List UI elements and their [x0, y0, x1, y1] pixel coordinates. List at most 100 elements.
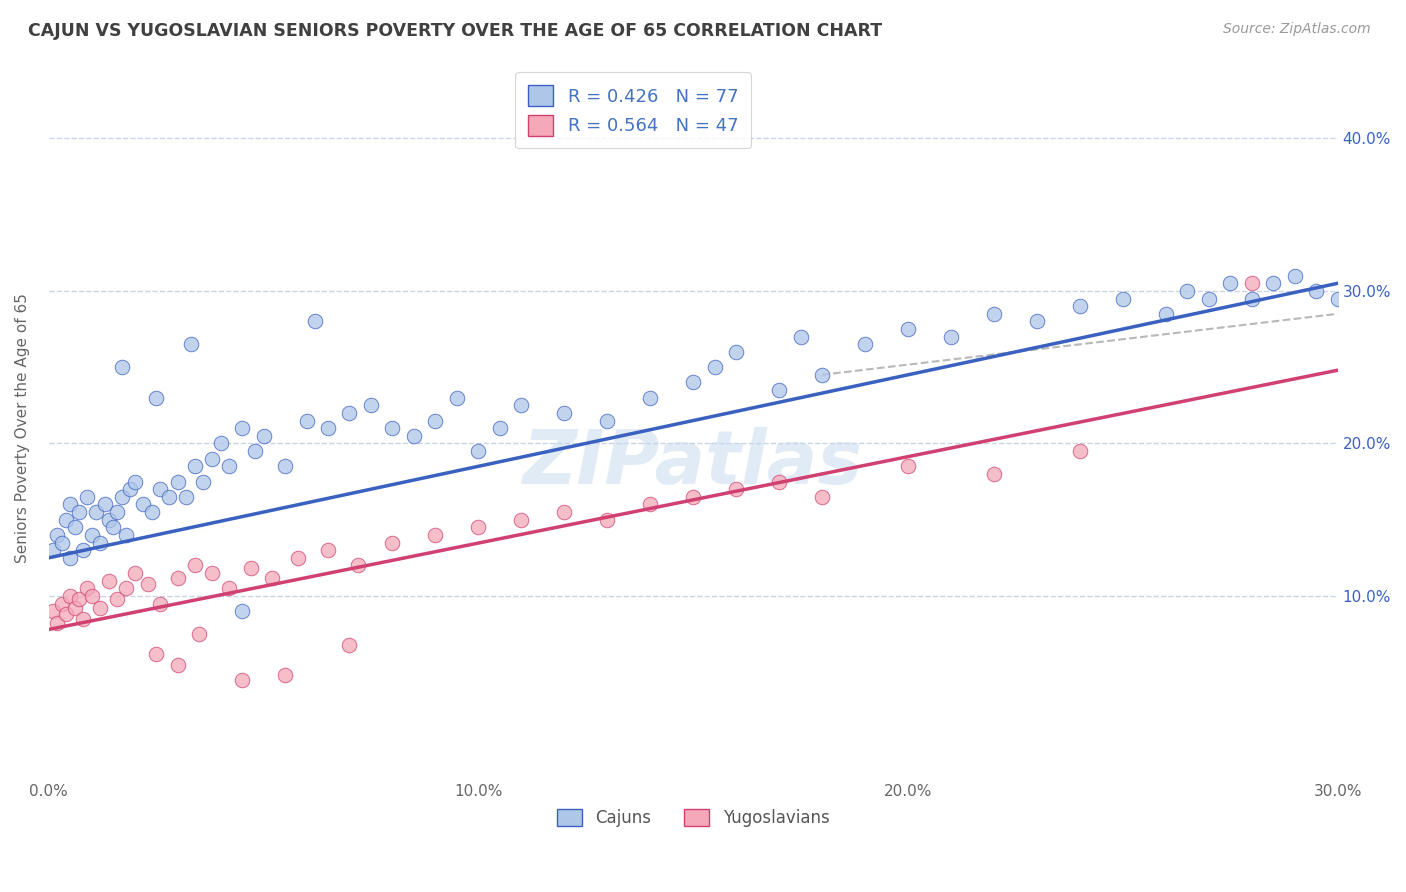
Point	[510, 398, 533, 412]
Point	[983, 467, 1005, 481]
Point	[425, 413, 447, 427]
Point	[467, 444, 489, 458]
Point	[347, 558, 370, 573]
Point	[510, 513, 533, 527]
Point	[111, 360, 134, 375]
Point	[853, 337, 876, 351]
Point	[84, 505, 107, 519]
Point	[218, 459, 240, 474]
Text: ZIPatlas: ZIPatlas	[523, 426, 863, 500]
Point	[51, 597, 73, 611]
Point	[80, 528, 103, 542]
Point	[1240, 277, 1263, 291]
Point	[287, 550, 309, 565]
Point	[304, 314, 326, 328]
Point	[55, 607, 77, 622]
Point	[789, 329, 811, 343]
Point	[72, 612, 94, 626]
Point	[107, 591, 129, 606]
Point	[145, 647, 167, 661]
Point	[811, 368, 834, 382]
Point	[703, 360, 725, 375]
Point	[120, 482, 142, 496]
Point	[1112, 292, 1135, 306]
Point	[76, 490, 98, 504]
Point	[682, 376, 704, 390]
Point	[467, 520, 489, 534]
Point	[103, 520, 125, 534]
Point	[89, 535, 111, 549]
Point	[596, 413, 619, 427]
Point	[725, 345, 748, 359]
Point	[80, 589, 103, 603]
Point	[682, 490, 704, 504]
Point	[939, 329, 962, 343]
Point	[231, 421, 253, 435]
Point	[231, 673, 253, 687]
Point	[768, 383, 790, 397]
Point	[489, 421, 512, 435]
Point	[107, 505, 129, 519]
Text: Source: ZipAtlas.com: Source: ZipAtlas.com	[1223, 22, 1371, 37]
Point	[51, 535, 73, 549]
Point	[115, 582, 138, 596]
Point	[1240, 292, 1263, 306]
Point	[97, 574, 120, 588]
Point	[1069, 444, 1091, 458]
Point	[243, 444, 266, 458]
Point	[124, 475, 146, 489]
Point	[180, 337, 202, 351]
Point	[184, 459, 207, 474]
Text: CAJUN VS YUGOSLAVIAN SENIORS POVERTY OVER THE AGE OF 65 CORRELATION CHART: CAJUN VS YUGOSLAVIAN SENIORS POVERTY OVE…	[28, 22, 882, 40]
Point	[231, 604, 253, 618]
Point	[209, 436, 232, 450]
Point	[339, 406, 361, 420]
Point	[381, 535, 404, 549]
Point	[1154, 307, 1177, 321]
Point	[46, 616, 69, 631]
Point	[166, 475, 188, 489]
Point	[638, 498, 661, 512]
Point	[1069, 299, 1091, 313]
Point	[1305, 284, 1327, 298]
Point	[157, 490, 180, 504]
Point	[295, 413, 318, 427]
Point	[983, 307, 1005, 321]
Point	[63, 520, 86, 534]
Point	[201, 566, 224, 580]
Point	[89, 601, 111, 615]
Point	[218, 582, 240, 596]
Point	[553, 505, 575, 519]
Point	[768, 475, 790, 489]
Point	[1175, 284, 1198, 298]
Point	[188, 627, 211, 641]
Point	[553, 406, 575, 420]
Point	[63, 601, 86, 615]
Point	[72, 543, 94, 558]
Point	[42, 604, 65, 618]
Point	[59, 498, 82, 512]
Point	[1263, 277, 1285, 291]
Point	[360, 398, 382, 412]
Legend: Cajuns, Yugoslavians: Cajuns, Yugoslavians	[550, 802, 837, 834]
Point	[42, 543, 65, 558]
Point	[93, 498, 115, 512]
Point	[201, 451, 224, 466]
Point	[67, 505, 90, 519]
Point	[897, 322, 920, 336]
Point	[725, 482, 748, 496]
Point	[166, 571, 188, 585]
Point	[274, 459, 297, 474]
Point	[897, 459, 920, 474]
Point	[97, 513, 120, 527]
Point	[59, 589, 82, 603]
Point	[46, 528, 69, 542]
Point	[166, 657, 188, 672]
Point	[596, 513, 619, 527]
Point	[136, 576, 159, 591]
Point	[274, 668, 297, 682]
Point	[425, 528, 447, 542]
Point	[1326, 292, 1348, 306]
Point	[193, 475, 215, 489]
Point	[381, 421, 404, 435]
